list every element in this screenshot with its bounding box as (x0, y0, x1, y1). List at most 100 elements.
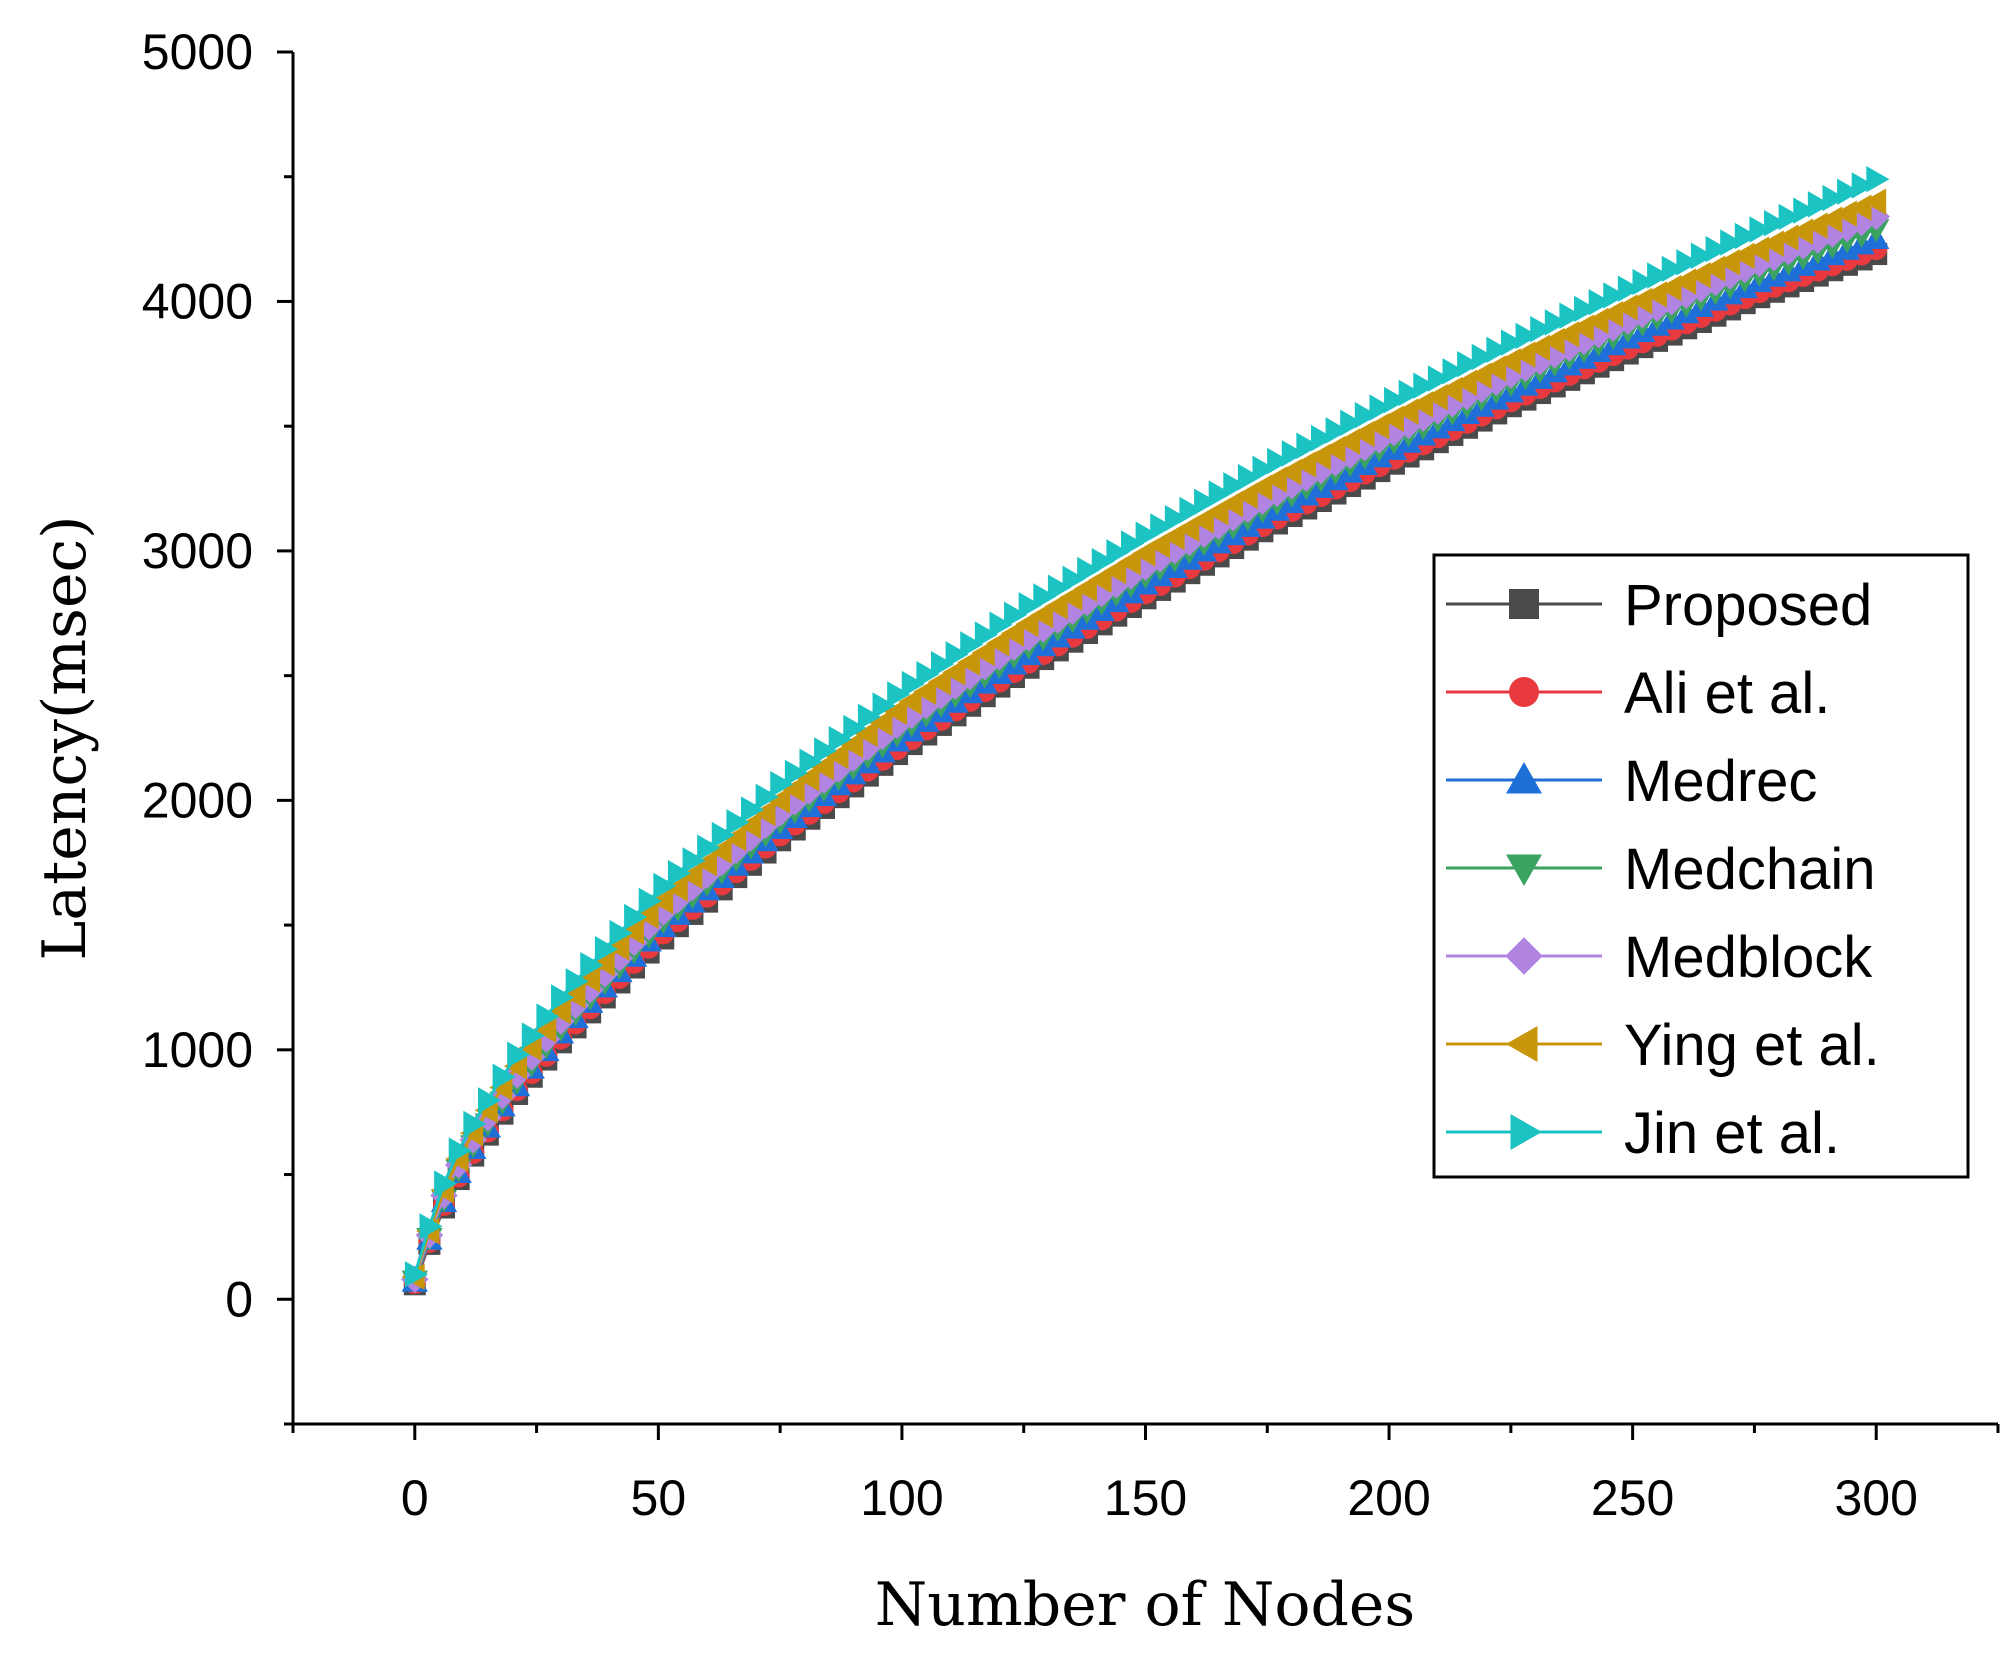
data-point (810, 753, 834, 781)
data-point (1205, 499, 1229, 526)
data-point (1018, 592, 1042, 619)
data-point (1161, 523, 1185, 551)
data-point (781, 776, 805, 803)
legend-item: Ali et al. (1446, 661, 1830, 726)
data-point (1164, 505, 1188, 532)
data-point (989, 611, 1013, 638)
data-point (741, 796, 765, 823)
data-point (682, 847, 706, 874)
data-point (986, 630, 1010, 657)
legend-label: Proposed (1624, 573, 1872, 638)
data-point (931, 651, 955, 678)
x-tick-label: 100 (860, 1470, 943, 1526)
data-point (1267, 447, 1291, 475)
legend-item: Proposed (1446, 573, 1872, 638)
legend-label: Medchain (1624, 837, 1875, 902)
ticks-layer: 0 1000 2000 3000 4000 5000 0 50 100 150 200 250 300 (142, 24, 2000, 1526)
data-point (697, 834, 721, 861)
data-point (1077, 556, 1101, 584)
data-point (448, 1137, 472, 1164)
data-point (872, 692, 896, 719)
legend-marker (1509, 677, 1539, 707)
data-point (1340, 409, 1364, 437)
data-point (1588, 289, 1612, 316)
x-tick-label: 0 (401, 1470, 429, 1526)
data-point (1544, 309, 1568, 336)
legend-marker (1506, 854, 1542, 886)
legend: Proposed Ali et al. Medrec Medchain Medblock… (1432, 553, 1970, 1179)
data-point (1500, 329, 1525, 356)
data-point (1574, 295, 1598, 323)
y-axis-title: Latency(msec) (30, 516, 100, 961)
data-point (916, 660, 940, 688)
data-point (664, 875, 688, 902)
data-point (901, 670, 925, 698)
data-point (1208, 480, 1232, 507)
data-point (609, 919, 633, 947)
x-tick-label: 300 (1834, 1470, 1917, 1526)
data-point (726, 809, 750, 836)
data-point (843, 714, 867, 742)
data-point (927, 668, 951, 696)
data-point (766, 787, 791, 814)
data-point (1413, 372, 1437, 399)
data-point (854, 720, 878, 748)
data-point (533, 1016, 557, 1043)
data-point (1088, 566, 1112, 594)
data-point (1044, 593, 1068, 620)
data-point (1015, 610, 1039, 638)
data-point (708, 837, 732, 864)
data-point (1354, 402, 1378, 429)
data-point (1486, 336, 1510, 363)
data-point (492, 1063, 516, 1090)
data-point (1764, 210, 1788, 237)
data-point (1559, 302, 1583, 329)
data-point (1734, 222, 1758, 250)
data-point (723, 824, 747, 852)
data-point (463, 1110, 487, 1138)
data-point (1106, 539, 1130, 566)
data-point (565, 968, 589, 995)
data-point (1179, 496, 1203, 524)
legend-label: Ying et al. (1624, 1013, 1880, 1078)
data-point (1457, 350, 1481, 378)
data-point (1000, 620, 1024, 647)
data-point (477, 1087, 502, 1114)
data-point (825, 742, 849, 770)
data-point (1223, 472, 1247, 499)
data-point (1427, 365, 1451, 392)
series-layer (401, 166, 1890, 1296)
legend-label: Medblock (1624, 925, 1873, 990)
data-point (606, 934, 630, 961)
data-point (960, 631, 984, 658)
data-point (1176, 515, 1200, 542)
data-point (1059, 584, 1083, 611)
data-point (1863, 188, 1887, 215)
data-point (1252, 455, 1276, 483)
legend-marker (1509, 589, 1539, 619)
data-point (434, 1170, 458, 1197)
data-point (521, 1022, 545, 1049)
data-point (1237, 463, 1261, 491)
data-point (624, 903, 648, 931)
data-point (1661, 255, 1685, 283)
legend-item: Medrec (1446, 749, 1817, 814)
data-point (1720, 229, 1744, 256)
data-point (737, 812, 761, 839)
data-point (1047, 574, 1072, 601)
data-point (1194, 488, 1218, 515)
data-point (1004, 601, 1028, 629)
y-tick-label: 1000 (142, 1022, 253, 1078)
data-point (1603, 282, 1627, 309)
data-point (942, 659, 966, 686)
data-point (1325, 417, 1349, 444)
data-point (752, 799, 776, 827)
data-point (883, 698, 907, 725)
data-point (1219, 490, 1244, 518)
data-point (419, 1213, 443, 1240)
data-point (1030, 602, 1054, 629)
data-point (1617, 275, 1641, 302)
data-point (1442, 358, 1466, 385)
series-jin-et-al (404, 166, 1890, 1288)
